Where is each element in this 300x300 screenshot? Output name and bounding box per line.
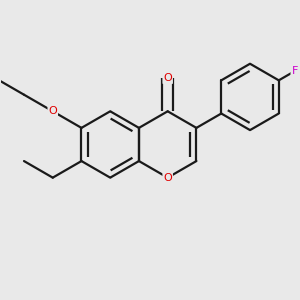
Text: F: F: [291, 66, 298, 76]
Text: O: O: [163, 172, 172, 183]
Text: O: O: [163, 73, 172, 83]
Text: O: O: [48, 106, 57, 116]
